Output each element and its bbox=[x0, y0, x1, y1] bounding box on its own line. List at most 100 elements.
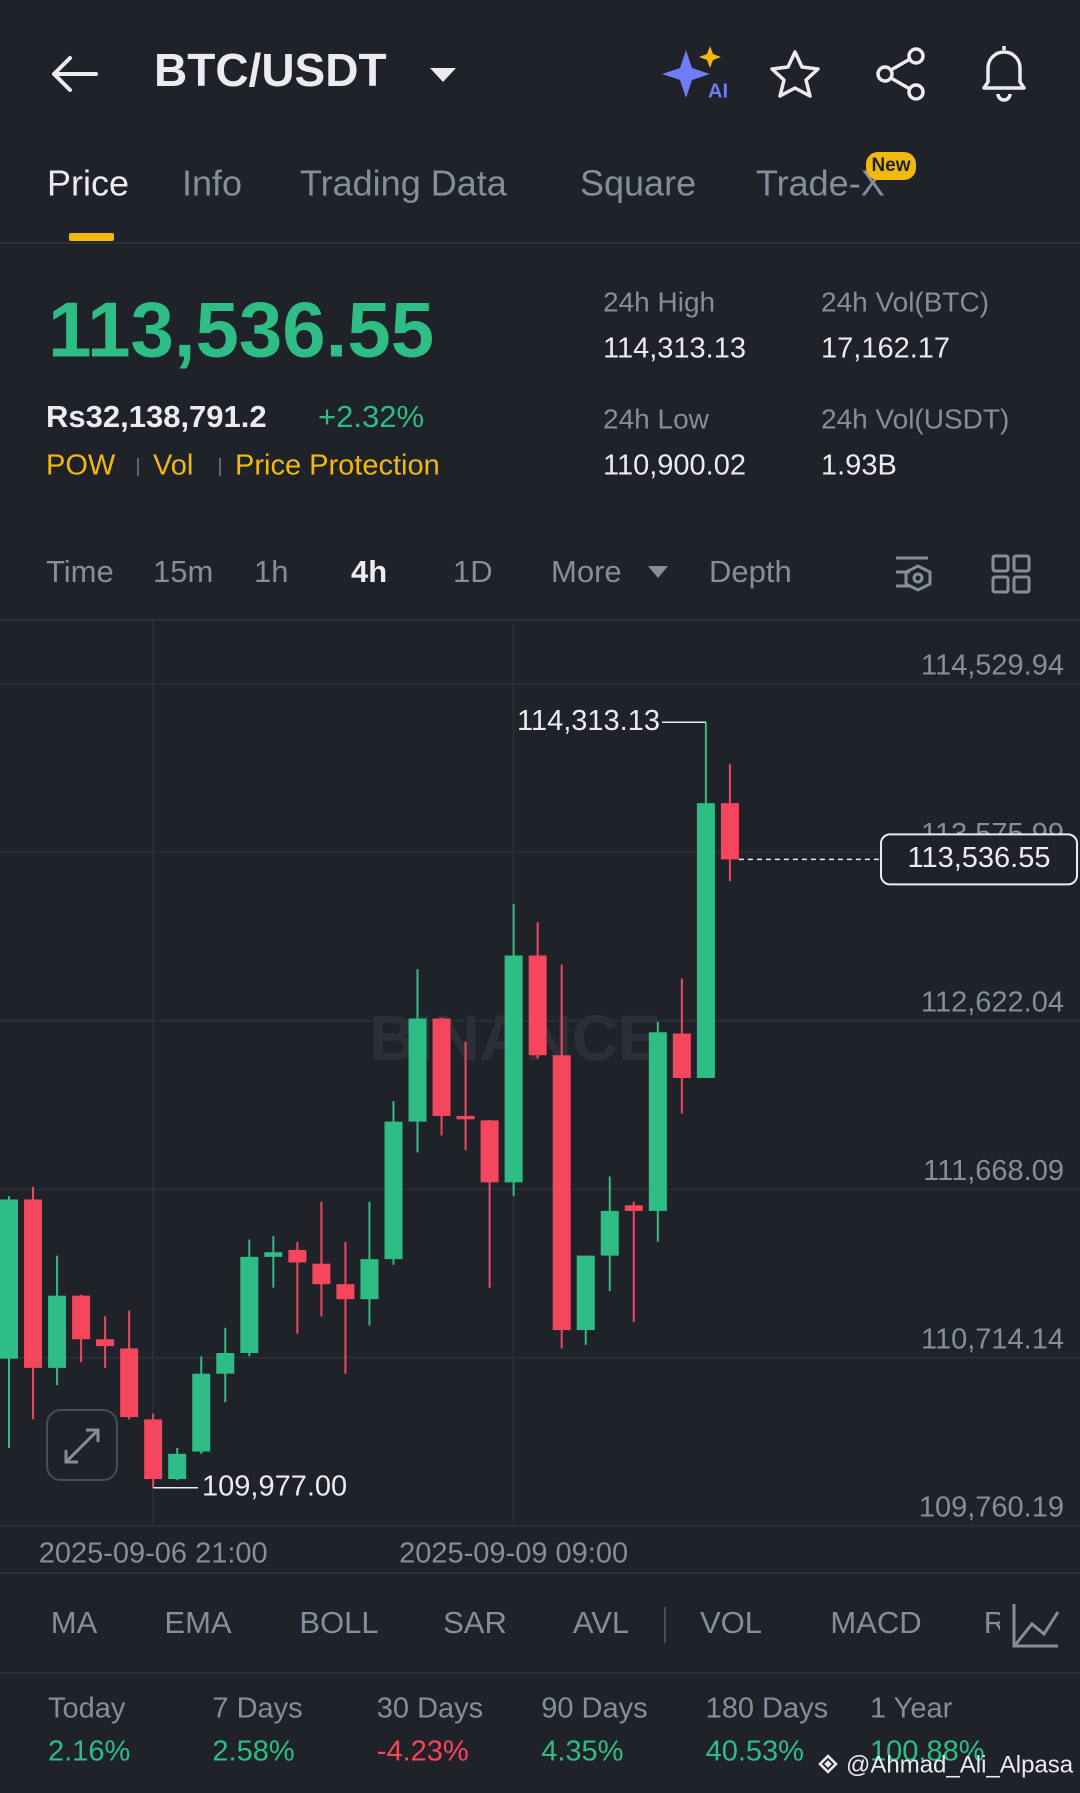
y-tick-label: 110,714.14 bbox=[921, 1323, 1064, 1355]
tab[interactable]: Price bbox=[47, 163, 129, 204]
period-change: 4.35% bbox=[541, 1736, 623, 1768]
candle-body bbox=[720, 803, 739, 860]
tab[interactable]: Trade-X bbox=[756, 163, 885, 204]
period-label: 180 Days bbox=[706, 1693, 829, 1725]
candle-body bbox=[456, 1115, 475, 1120]
alert-button[interactable] bbox=[982, 46, 1026, 102]
tag[interactable]: Vol bbox=[153, 450, 193, 482]
watermark-logo bbox=[818, 1754, 838, 1774]
stat-value: 1.93B bbox=[821, 450, 897, 482]
timeframe[interactable]: 15m bbox=[153, 554, 213, 589]
stat-value: 114,313.13 bbox=[603, 333, 746, 365]
period-label: 7 Days bbox=[212, 1693, 302, 1725]
timeframe[interactable]: More bbox=[551, 554, 622, 589]
indicator[interactable]: MA bbox=[51, 1605, 98, 1640]
period-label: 1 Year bbox=[870, 1693, 953, 1725]
candle-body bbox=[648, 1032, 667, 1211]
candle-body bbox=[480, 1120, 499, 1183]
period-change: 100.88% bbox=[870, 1736, 985, 1768]
tab[interactable]: Trading Data bbox=[300, 163, 508, 204]
timeframe[interactable]: Time bbox=[46, 554, 114, 589]
stat-value: 110,900.02 bbox=[603, 450, 746, 482]
tag[interactable]: Price Protection bbox=[235, 450, 440, 482]
tab[interactable]: Info bbox=[182, 163, 242, 204]
indicator-settings[interactable] bbox=[1012, 1604, 1060, 1648]
pair-title[interactable]: BTC/USDT bbox=[154, 44, 387, 96]
candle-body bbox=[72, 1295, 91, 1340]
indicator-fade bbox=[1000, 1585, 1080, 1665]
candle-body bbox=[384, 1121, 403, 1260]
candle-body bbox=[336, 1284, 355, 1300]
period-change: 2.58% bbox=[212, 1736, 294, 1768]
candle-body bbox=[240, 1256, 259, 1354]
new-badge-bg bbox=[866, 152, 916, 180]
indicator[interactable]: BOLL bbox=[299, 1605, 378, 1640]
more-dropdown[interactable] bbox=[648, 566, 668, 578]
watermark: @Ahmad_Ali_Alpasa bbox=[846, 1751, 1074, 1778]
stat-label: 24h Low bbox=[603, 403, 710, 434]
tag[interactable]: POW bbox=[46, 450, 116, 482]
candle-body bbox=[120, 1348, 139, 1418]
timeframe[interactable]: Depth bbox=[709, 554, 792, 589]
new-badge: New bbox=[871, 155, 910, 176]
price-change: +2.32% bbox=[318, 399, 424, 434]
candle-body bbox=[696, 803, 715, 1079]
tab-bar: Price Info Trading Data Square Trade-X bbox=[47, 163, 885, 204]
share-button[interactable] bbox=[876, 47, 925, 101]
stat-value: 17,162.17 bbox=[821, 333, 950, 365]
candle-body bbox=[624, 1205, 643, 1211]
y-tick-label: 114,529.94 bbox=[921, 650, 1064, 682]
back-button[interactable] bbox=[52, 56, 98, 92]
candle-body bbox=[288, 1249, 307, 1263]
price-tag[interactable] bbox=[880, 833, 1078, 886]
timeframe[interactable]: 1D bbox=[453, 554, 493, 589]
candle-body bbox=[48, 1295, 67, 1368]
candle-body bbox=[528, 955, 547, 1056]
stats: 24h High 114,313.13 24h Vol(BTC) 17,162.17 2… bbox=[603, 286, 1009, 481]
chart-settings-button[interactable] bbox=[896, 556, 932, 592]
candle-body bbox=[96, 1339, 115, 1347]
indicator[interactable]: AVL bbox=[573, 1605, 629, 1640]
candle-body bbox=[24, 1199, 43, 1368]
ai-badge: AI bbox=[708, 80, 728, 102]
local-price: Rs32,138,791.2 bbox=[46, 399, 267, 434]
timeframe[interactable]: 4h bbox=[351, 554, 387, 589]
candle-body bbox=[504, 955, 523, 1183]
candle-body bbox=[576, 1255, 595, 1331]
tab[interactable]: Square bbox=[580, 163, 696, 204]
active-tab-indicator bbox=[69, 233, 114, 241]
period-change: 2.16% bbox=[48, 1736, 130, 1768]
last-price: 113,536.55 bbox=[48, 286, 434, 374]
layout-button[interactable] bbox=[991, 554, 1031, 594]
ai-button[interactable]: AI bbox=[662, 46, 728, 102]
candle-body bbox=[168, 1453, 187, 1480]
x-tick-label: 2025-09-09 09:00 bbox=[399, 1538, 628, 1570]
candle-body bbox=[216, 1353, 235, 1374]
indicator[interactable]: MACD bbox=[830, 1605, 921, 1640]
candle-body bbox=[360, 1259, 379, 1300]
performance-row: Today 2.16% 7 Days 2.58% 30 Days -4.23% 90 Day… bbox=[48, 1693, 985, 1768]
candle-body bbox=[0, 1199, 18, 1359]
tags: POW Vol Price Protection bbox=[46, 450, 440, 482]
indicator[interactable]: SAR bbox=[443, 1605, 507, 1640]
high-marker-label: 114,313.13 bbox=[517, 705, 660, 737]
candle-body bbox=[312, 1263, 331, 1285]
timeframe[interactable]: 1h bbox=[254, 554, 288, 589]
period-label: Today bbox=[48, 1693, 126, 1725]
stat-label: 24h Vol(USDT) bbox=[821, 403, 1009, 434]
candle-body bbox=[192, 1373, 211, 1452]
period-change: 40.53% bbox=[706, 1736, 804, 1768]
period-label: 90 Days bbox=[541, 1693, 647, 1725]
x-tick-label: 2025-09-06 21:00 bbox=[39, 1538, 268, 1570]
period-change: -4.23% bbox=[377, 1736, 469, 1768]
pair-dropdown[interactable] bbox=[430, 68, 456, 82]
candle-body bbox=[432, 1018, 451, 1116]
y-tick-label: 109,760.19 bbox=[919, 1492, 1064, 1524]
expand-button[interactable] bbox=[46, 1409, 118, 1481]
indicator[interactable]: VOL bbox=[700, 1605, 762, 1640]
stat-label: 24h High bbox=[603, 286, 715, 317]
favorite-button[interactable] bbox=[770, 50, 820, 98]
candle-body bbox=[552, 1055, 571, 1331]
indicator[interactable]: EMA bbox=[164, 1605, 232, 1640]
